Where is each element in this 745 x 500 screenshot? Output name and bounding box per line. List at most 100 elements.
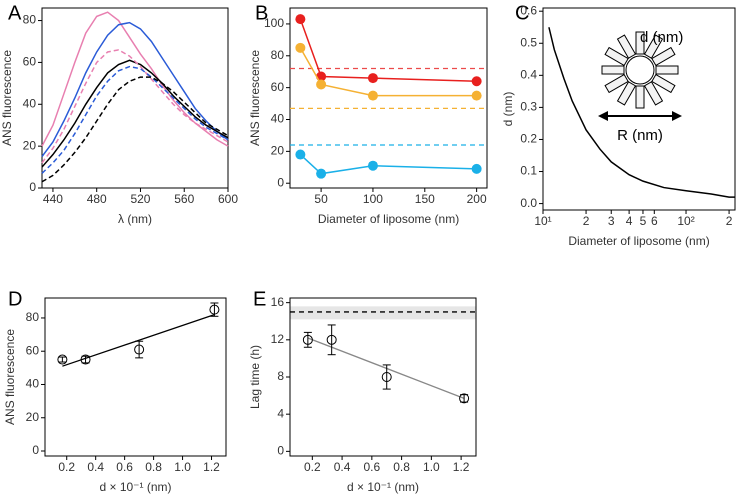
x-tick-label: 150: [415, 192, 435, 206]
x-tick-label: 0.2: [58, 460, 75, 474]
x-tick-label: 4: [626, 214, 633, 228]
x-axis-label: d × 10⁻¹ (nm): [347, 480, 419, 494]
y-tick-label: 80: [271, 48, 285, 62]
x-tick-label: 1.0: [174, 460, 191, 474]
y-tick-label: 0: [277, 444, 284, 458]
x-tick-label: 0.4: [334, 460, 351, 474]
y-tick-label: 60: [26, 343, 40, 357]
x-tick-label: 200: [467, 192, 487, 206]
x-tick-label: 3: [608, 214, 615, 228]
x-tick-label: 0.8: [145, 460, 162, 474]
x-tick-label: 520: [130, 192, 150, 206]
point: [134, 344, 145, 355]
point: [459, 393, 470, 404]
series-line: [41, 59, 229, 168]
x-tick-label: 1.2: [203, 460, 220, 474]
point: [57, 354, 68, 365]
y-tick-label: 40: [271, 112, 285, 126]
point: [295, 14, 306, 25]
plot-frame: [41, 7, 229, 189]
panel-label: D: [8, 288, 22, 310]
y-tick-label: 80: [26, 310, 40, 324]
y-tick-label: 100: [264, 16, 284, 30]
point: [316, 168, 327, 179]
x-axis-label: Diameter of liposome (nm): [318, 212, 459, 226]
point: [367, 73, 378, 84]
x-tick-label: 100: [363, 192, 383, 206]
y-tick-label: 8: [277, 369, 284, 383]
x-tick-label: 0.4: [87, 460, 104, 474]
plot-frame: [289, 7, 488, 189]
point: [367, 160, 378, 171]
band: [290, 306, 476, 320]
point: [295, 42, 306, 53]
y-tick-label: 0.6: [520, 3, 537, 17]
y-tick-label: 40: [26, 377, 40, 391]
point: [326, 334, 337, 345]
micelle-icon: [601, 31, 679, 109]
x-tick-label: 480: [87, 192, 107, 206]
width-arrow: [598, 111, 682, 121]
y-tick-label: 0: [29, 180, 36, 194]
x-axis-label: d × 10⁻¹ (nm): [99, 480, 171, 494]
series-line: [41, 49, 229, 164]
x-tick-label: 560: [174, 192, 194, 206]
plot-frame: [289, 297, 477, 457]
y-axis-label: ANS fluorescence: [3, 329, 17, 425]
y-tick-label: 20: [26, 410, 40, 424]
y-tick-label: 0.2: [520, 132, 537, 146]
y-tick-label: 0.5: [520, 35, 537, 49]
annotation: R (nm): [617, 127, 663, 144]
series-line: [548, 27, 735, 198]
y-tick-label: 60: [271, 80, 285, 94]
point: [316, 79, 327, 90]
x-tick-label: 2: [726, 214, 733, 228]
plot-frame: [542, 7, 736, 211]
series-line: [299, 47, 477, 97]
y-tick-label: 12: [271, 332, 285, 346]
x-tick-label: 5: [640, 214, 647, 228]
y-tick-label: 60: [23, 55, 37, 69]
y-tick-label: 80: [23, 13, 37, 27]
point: [209, 304, 220, 315]
annotation: d (nm): [640, 29, 683, 46]
y-axis-label: ANS fluorescence: [0, 50, 14, 146]
y-tick-label: 4: [277, 406, 284, 420]
x-tick-label: 0.2: [304, 460, 321, 474]
y-tick-label: 0: [32, 443, 39, 457]
plot-frame: [44, 297, 227, 457]
y-tick-label: 16: [271, 295, 285, 309]
y-axis-label: Lag time (h): [248, 345, 262, 409]
series-line: [299, 18, 477, 83]
x-tick-label: 10¹: [534, 214, 551, 228]
point: [302, 334, 313, 345]
y-tick-label: 0.1: [520, 164, 537, 178]
fit-line: [307, 337, 465, 399]
point: [367, 90, 378, 101]
x-tick-label: 600: [218, 192, 238, 206]
y-tick-label: 0.4: [520, 68, 537, 82]
x-tick-label: 2: [583, 214, 590, 228]
point: [295, 149, 306, 160]
series-line: [41, 65, 229, 174]
fit-line: [62, 314, 215, 367]
y-tick-label: 0.0: [520, 196, 537, 210]
point: [471, 163, 482, 174]
panel-label: B: [255, 2, 268, 24]
y-axis-label: d (nm): [501, 92, 515, 127]
x-tick-label: 6: [651, 214, 658, 228]
panel-label: A: [8, 2, 22, 24]
y-tick-label: 20: [23, 138, 37, 152]
x-axis-label: λ (nm): [118, 212, 152, 226]
x-tick-label: 10²: [677, 214, 694, 228]
x-tick-label: 1.2: [453, 460, 470, 474]
y-tick-label: 40: [23, 96, 37, 110]
y-tick-label: 0.3: [520, 100, 537, 114]
x-axis-label: Diameter of liposome (nm): [568, 234, 709, 248]
y-tick-label: 0: [277, 175, 284, 189]
point: [80, 354, 91, 365]
series-line: [41, 76, 229, 183]
panel-label: C: [515, 2, 529, 24]
point: [471, 90, 482, 101]
